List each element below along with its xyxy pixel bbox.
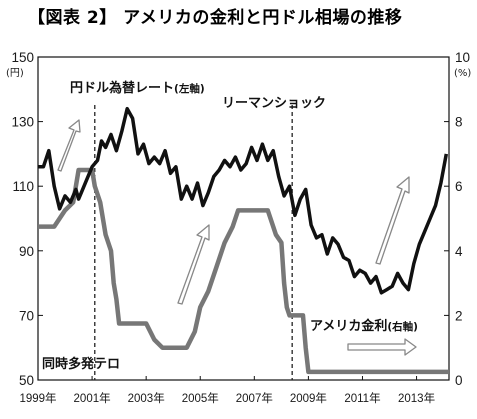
up-arrow-icon [375,176,410,265]
left-tick-label: 150 [11,50,34,65]
right-axis-ticks: 10 8 6 4 2 0 [444,50,470,388]
left-tick-label: 90 [19,244,34,259]
x-tick-label: 2013年 [398,391,435,405]
series-yen-dollar [38,106,449,295]
right-tick-label: 10 [455,50,470,65]
right-tick-label: 4 [455,244,463,259]
chart-title: 【図表 2】 アメリカの金利と円ドル相場の推移 [28,7,402,28]
x-tick-label: 2007年 [236,391,273,405]
left-tick-label: 130 [11,115,34,130]
right-tick-label: 0 [455,373,463,388]
series-name-yen-dollar: 円ドル為替レート [70,80,174,96]
series-us-rate [38,167,449,375]
left-tick-label: 70 [19,308,34,323]
right-tick-label: 2 [455,308,463,323]
series-axis-yen-dollar: (左軸) [174,82,205,95]
right-arrow-icon [347,338,417,356]
plot-frame [37,56,450,381]
left-tick-label: 110 [12,179,34,194]
label-lehman: リーマンショック [222,96,326,111]
right-tick-label: 6 [455,179,463,194]
x-tick-label: 2005年 [182,391,219,405]
left-axis-ticks: 150 130 110 90 70 50 [11,50,43,388]
up-arrow-icon [177,224,210,305]
x-tick-label: 2011年 [344,391,380,405]
label-terror: 同時多発テロ [42,356,120,372]
series-axis-us-rate: (右軸) [387,320,418,333]
left-axis-unit: (円) [6,68,24,79]
right-axis-unit: (%) [454,68,471,79]
x-tick-label: 2001年 [74,391,111,405]
x-tick-label: 1999年 [19,391,56,405]
up-arrow-icon [57,119,81,172]
decorative-arrows [57,119,417,356]
x-tick-label: 2009年 [290,391,327,405]
x-tick-label: 2003年 [128,391,165,405]
right-tick-label: 8 [455,115,463,130]
label-yen-dollar: 円ドル為替レート(左軸) [70,80,205,96]
left-tick-label: 50 [19,373,34,388]
label-us-rate: アメリカ金利(右軸) [310,318,418,334]
x-axis-ticks: 1999年 2001年 2003年 2005年 2007年 2009年 2011年 2013年 [19,376,435,405]
event-lines [94,105,293,380]
series-name-us-rate: アメリカ金利 [310,318,387,334]
